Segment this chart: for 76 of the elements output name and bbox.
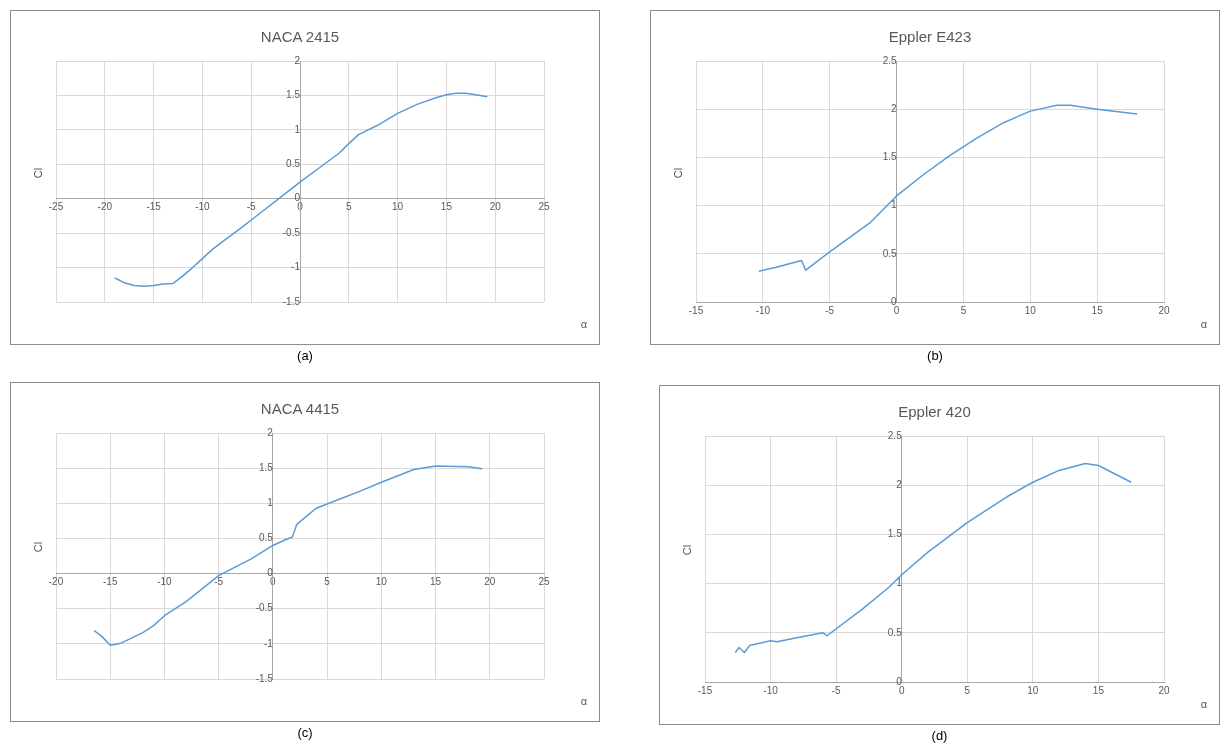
y-tick-label: -1 [291, 261, 301, 273]
y-tick-label: 1.5 [882, 151, 898, 163]
x-tick-label: -15 [103, 576, 118, 588]
x-tick-label: -15 [697, 684, 713, 696]
x-tick-label: 5 [960, 304, 967, 316]
y-tick-label: 2 [891, 102, 898, 114]
y-tick-label: 1 [294, 123, 301, 135]
y-tick-label: 1 [896, 577, 903, 589]
x-tick-label: -20 [48, 576, 64, 588]
x-axis-title: α [580, 695, 587, 707]
chart-title: Eppler 420 [898, 403, 971, 421]
chart-title: NACA 2415 [260, 28, 340, 46]
x-tick-label: 5 [324, 576, 331, 588]
y-tick-label: -1 [263, 637, 274, 649]
x-tick-label: -5 [825, 304, 835, 316]
text: (d) [930, 728, 949, 743]
text: (c) [296, 725, 314, 740]
y-tick-label: 1.5 [258, 461, 274, 473]
text: (a) [296, 348, 314, 363]
x-tick-label: 5 [346, 201, 353, 213]
x-tick-label: 15 [1092, 684, 1105, 696]
x-tick-label: 20 [1158, 304, 1170, 316]
x-tick-label: 25 [538, 576, 550, 588]
y-axis-title: Cl [672, 167, 685, 178]
chart-title: Eppler E423 [888, 28, 972, 46]
x-axis-title: α [1200, 318, 1207, 330]
x-tick-label: -5 [214, 576, 224, 588]
x-tick-label: 20 [489, 201, 502, 213]
y-tick-label: 2 [896, 478, 903, 490]
y-tick-label: 1.5 [887, 528, 903, 540]
y-axis-title: Cl [32, 167, 45, 178]
x-tick-label: -5 [246, 201, 257, 213]
chart-title: NACA 4415 [260, 400, 340, 418]
x-tick-label: 10 [1024, 304, 1037, 316]
y-tick-label: -1.5 [255, 672, 274, 684]
x-tick-label: 10 [1027, 684, 1039, 696]
x-axis-title: α [1200, 698, 1207, 710]
x-tick-label: 10 [375, 576, 388, 588]
x-tick-label: 20 [484, 576, 496, 588]
y-tick-label: 1 [267, 497, 274, 509]
y-axis-title: Cl [681, 544, 694, 556]
y-tick-label: 2 [267, 426, 274, 438]
y-tick-label: 1 [891, 199, 898, 211]
x-axis-title: α [580, 318, 587, 330]
text: (b) [926, 348, 944, 363]
y-tick-label: 2.5 [887, 429, 903, 441]
y-tick-label: -1.5 [282, 295, 301, 307]
x-tick-label: -10 [157, 576, 173, 588]
x-tick-label: 20 [1158, 684, 1170, 696]
x-tick-label: 5 [964, 684, 971, 696]
y-tick-label: 1.5 [286, 89, 301, 101]
y-tick-label: 0.5 [882, 247, 898, 259]
y-axis-title: Cl [32, 541, 45, 553]
y-tick-label: 2 [294, 54, 301, 66]
x-tick-label: -10 [763, 684, 779, 696]
y-tick-label: -0.5 [282, 226, 301, 238]
x-tick-label: 15 [1091, 304, 1104, 316]
y-tick-label: -0.5 [255, 602, 274, 614]
x-tick-label: 15 [440, 201, 453, 213]
y-tick-label: 0.5 [258, 532, 274, 544]
y-tick-label: 2.5 [882, 54, 898, 66]
x-tick-label: 15 [429, 576, 442, 588]
x-tick-label: -15 [688, 304, 704, 316]
x-tick-label: -10 [755, 304, 771, 316]
y-tick-label: 0 [896, 675, 903, 687]
x-tick-label: 25 [538, 201, 550, 213]
x-tick-label: -5 [831, 684, 842, 696]
x-tick-label: 10 [392, 201, 404, 213]
x-tick-label: -10 [195, 201, 211, 213]
y-tick-label: 0.5 [887, 626, 903, 638]
y-tick-label: 0 [294, 192, 301, 204]
y-tick-label: 0 [891, 295, 898, 307]
x-tick-label: -15 [146, 201, 162, 213]
x-tick-label: -20 [97, 201, 113, 213]
x-tick-label: -25 [48, 201, 64, 213]
y-tick-label: 0.5 [286, 158, 301, 170]
